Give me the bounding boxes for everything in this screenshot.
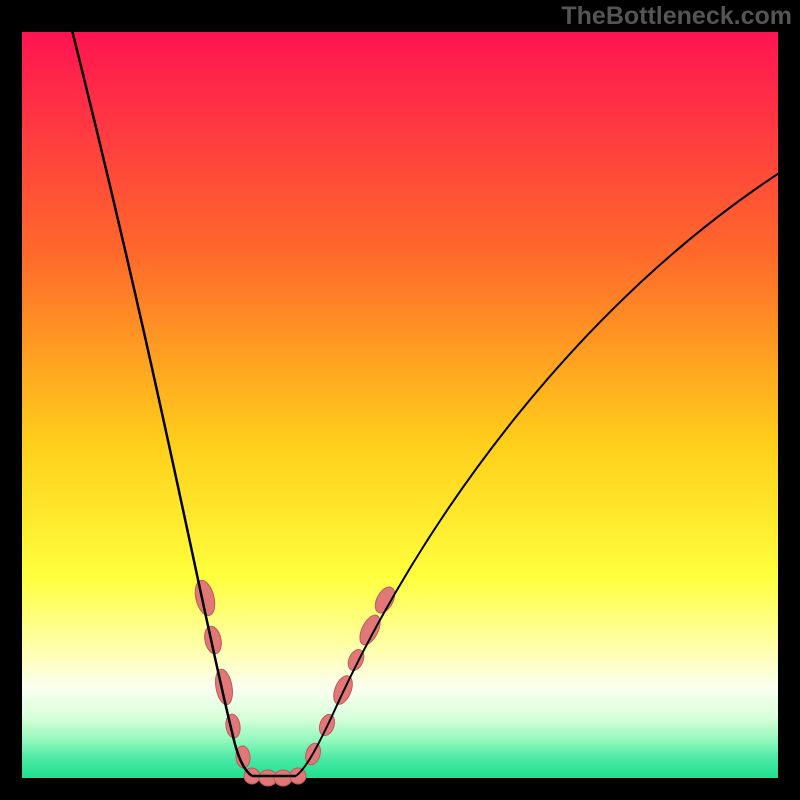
curve-layer (22, 32, 778, 778)
watermark-text: TheBottleneck.com (561, 2, 792, 31)
curve-marker (356, 612, 384, 648)
curve-marker (274, 770, 292, 786)
bottleneck-curve-right (296, 166, 790, 776)
plot-area (22, 32, 778, 778)
outer-frame: TheBottleneck.com (0, 0, 800, 800)
bottleneck-curve-left (68, 14, 252, 776)
marker-layer (192, 578, 399, 786)
